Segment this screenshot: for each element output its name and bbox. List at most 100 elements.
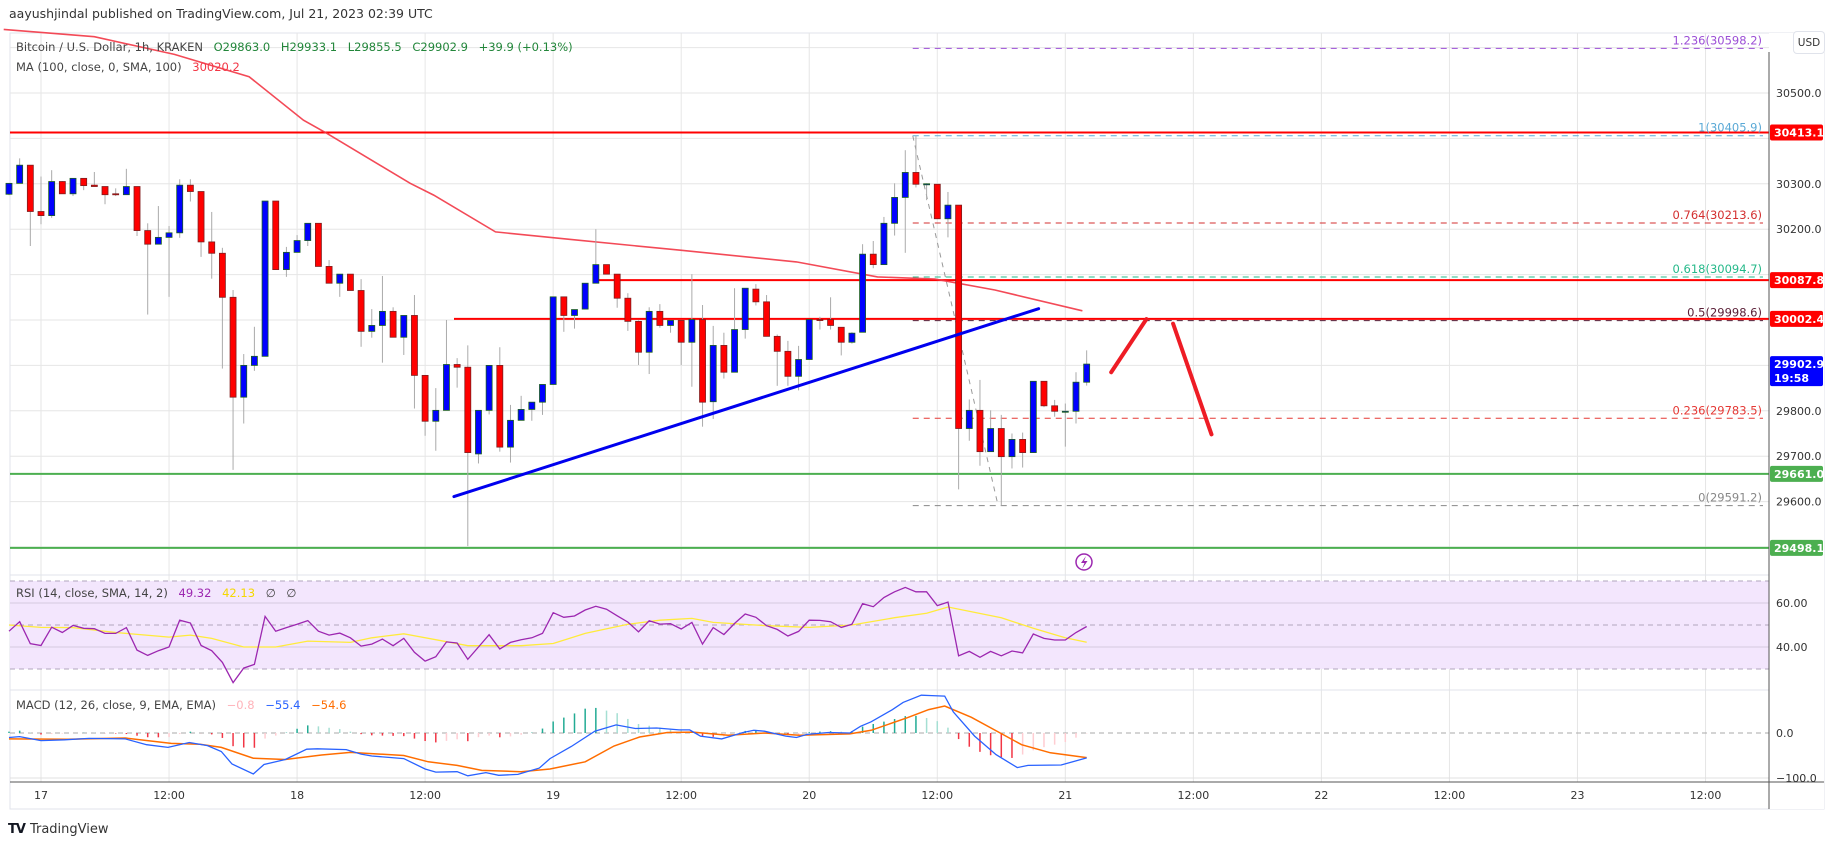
candle-body-up <box>261 200 269 357</box>
candle <box>1029 380 1037 453</box>
candle-body-up <box>432 409 440 422</box>
candle <box>16 158 24 184</box>
change-value: +39.9 (+0.13%) <box>478 40 573 54</box>
candle <box>464 345 472 547</box>
candle <box>539 384 546 415</box>
rsi-legend: RSI (14, close, SMA, 14, 2) 49.32 42.13 … <box>16 586 303 600</box>
candle <box>48 170 56 218</box>
candle <box>635 320 642 365</box>
price-axis-label: 29600.0 <box>1776 496 1822 509</box>
time-axis-label: 22 <box>1314 789 1328 802</box>
candle <box>880 216 888 266</box>
candle <box>272 200 280 271</box>
candle-body-up <box>571 309 578 316</box>
candle <box>592 229 600 284</box>
candle-body-up <box>1008 439 1016 458</box>
low-value: L29855.5 <box>347 40 402 54</box>
candle-body-down <box>464 366 472 453</box>
price-badge-label: 29661.0 <box>1774 468 1824 481</box>
candle <box>411 295 418 409</box>
candle <box>112 188 120 197</box>
candle <box>347 273 354 291</box>
time-axis-label: 12:00 <box>1690 789 1722 802</box>
projection-line[interactable] <box>1171 321 1214 437</box>
price-badge <box>1770 310 1823 327</box>
macd-line <box>8 694 1087 777</box>
currency-button[interactable]: USD <box>1793 31 1825 54</box>
candle-body-up <box>709 345 717 403</box>
time-axis-label: 12:00 <box>921 789 953 802</box>
fib-level-label: 1.236(30598.2) <box>1673 33 1762 47</box>
candle-body-up <box>891 197 898 224</box>
candle-body-down <box>389 310 397 338</box>
candle <box>379 275 386 363</box>
candle <box>26 164 34 246</box>
candle <box>987 410 995 453</box>
time-axis-label: 12:00 <box>153 789 185 802</box>
candle-body-up <box>165 232 173 238</box>
candle <box>688 274 696 387</box>
candle-body-down <box>784 350 792 377</box>
candle-body-down <box>26 164 34 212</box>
candle <box>528 401 536 421</box>
macd-axis-label: −100.0 <box>1776 772 1817 785</box>
candle-body-down <box>112 193 120 196</box>
price-axis-label: 29700.0 <box>1776 450 1822 463</box>
candle-body-down <box>208 241 216 254</box>
candle <box>891 183 898 236</box>
trendline[interactable] <box>452 307 1041 499</box>
candle-body-down <box>773 335 781 352</box>
candle-body-down <box>677 320 685 343</box>
candle <box>250 326 258 371</box>
chart-frame <box>9 32 1825 810</box>
candle-body-up <box>923 183 931 186</box>
candle <box>154 206 162 245</box>
fib-level-label: 0.764(30213.6) <box>1673 208 1762 222</box>
candle <box>560 296 568 332</box>
candle <box>453 358 461 388</box>
candle <box>613 273 621 308</box>
candle <box>304 222 312 246</box>
candle <box>784 340 792 386</box>
candle-body-up <box>805 319 813 360</box>
candle <box>837 326 845 356</box>
rsi-line <box>8 586 1088 684</box>
projection-line[interactable] <box>1109 317 1149 375</box>
candle <box>144 223 152 315</box>
candle <box>240 354 248 424</box>
candle <box>485 364 493 415</box>
candle <box>5 182 13 196</box>
candle <box>571 309 578 329</box>
candle-body-down <box>229 296 237 398</box>
candle <box>624 293 632 331</box>
time-axis-label: 12:00 <box>409 789 441 802</box>
candle <box>37 176 45 225</box>
candle <box>389 307 397 338</box>
candle-body-down <box>603 264 610 275</box>
candle <box>496 347 504 452</box>
ma-legend: MA (100, close, 0, SMA, 100) 30020.2 <box>16 60 247 74</box>
candle-body-down <box>218 252 226 298</box>
macd-value: −55.4 <box>265 698 301 712</box>
drawings[interactable] <box>452 307 1214 499</box>
candle-body-down <box>656 310 664 326</box>
fib-level-label: 0.236(29783.5) <box>1673 403 1762 417</box>
candle-body-up <box>741 287 749 330</box>
candle-body-up <box>901 172 909 198</box>
price-axis-label: 30300.0 <box>1776 178 1822 191</box>
candle-body-down <box>347 273 354 291</box>
candle <box>421 374 429 436</box>
tradingview-logo[interactable]: TV TradingView <box>8 822 108 837</box>
zap-icon[interactable] <box>1075 553 1093 571</box>
ma-line <box>3 28 1083 312</box>
candle <box>325 260 333 284</box>
tradingview-brand: TradingView <box>29 822 109 837</box>
candle <box>549 296 557 385</box>
high-value: H29933.1 <box>280 40 338 54</box>
candle <box>869 241 877 269</box>
candle-body-up <box>549 296 557 385</box>
candle-body-down <box>133 186 141 231</box>
candle-body-down <box>37 211 45 216</box>
candle-body-up <box>475 409 482 455</box>
